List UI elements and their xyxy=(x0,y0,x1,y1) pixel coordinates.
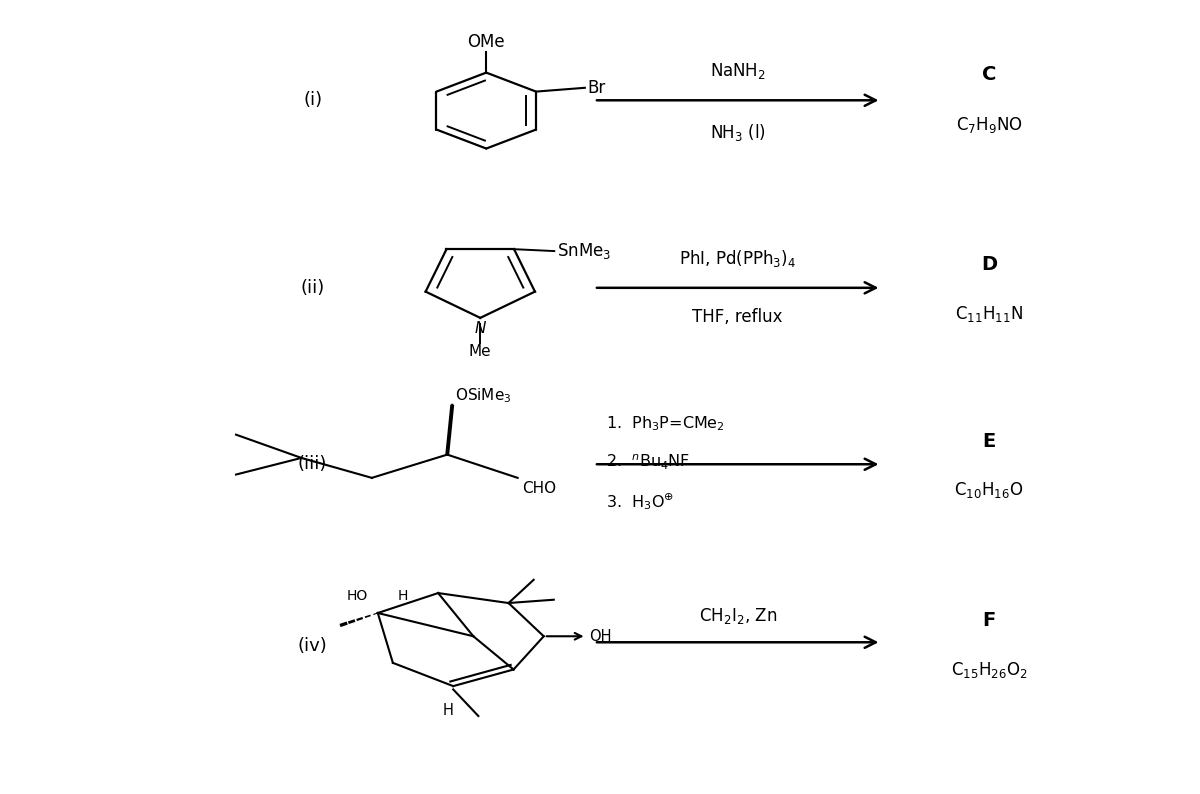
Text: 1.  Ph$_3$P=CMe$_2$: 1. Ph$_3$P=CMe$_2$ xyxy=(606,414,725,433)
Text: E: E xyxy=(983,432,996,451)
Text: H: H xyxy=(398,589,408,603)
Text: Me: Me xyxy=(469,344,492,359)
Text: C$_{15}$H$_{26}$O$_2$: C$_{15}$H$_{26}$O$_2$ xyxy=(950,660,1027,680)
Text: 3.  H$_3$O$^{\oplus}$: 3. H$_3$O$^{\oplus}$ xyxy=(606,491,674,512)
Text: D: D xyxy=(982,256,997,275)
Text: 2.  $^n$Bu$_4$NF: 2. $^n$Bu$_4$NF xyxy=(606,453,690,472)
Text: (iii): (iii) xyxy=(298,455,328,473)
Text: C: C xyxy=(982,65,996,84)
Text: CHO: CHO xyxy=(522,481,556,496)
Text: H: H xyxy=(443,703,454,718)
Text: SnMe$_3$: SnMe$_3$ xyxy=(557,241,612,261)
Text: THF, reflux: THF, reflux xyxy=(692,307,782,326)
Text: N: N xyxy=(474,321,486,336)
Text: OMe: OMe xyxy=(468,33,505,51)
Text: Br: Br xyxy=(588,79,606,97)
Text: OH: OH xyxy=(589,629,612,644)
Text: (i): (i) xyxy=(304,91,323,110)
Text: (ii): (ii) xyxy=(300,279,325,297)
Text: HO: HO xyxy=(347,589,367,603)
Text: C$_{11}$H$_{11}$N: C$_{11}$H$_{11}$N xyxy=(955,304,1024,325)
Text: F: F xyxy=(983,611,996,630)
Text: CH$_2$I$_2$, Zn: CH$_2$I$_2$, Zn xyxy=(698,607,776,626)
Text: NH$_3$ (l): NH$_3$ (l) xyxy=(709,121,766,143)
Text: OSiMe$_3$: OSiMe$_3$ xyxy=(455,386,511,405)
Text: (iv): (iv) xyxy=(298,638,328,655)
Text: NaNH$_2$: NaNH$_2$ xyxy=(710,60,766,80)
Text: C$_{10}$H$_{16}$O: C$_{10}$H$_{16}$O xyxy=(954,480,1024,500)
Text: C$_7$H$_9$NO: C$_7$H$_9$NO xyxy=(955,115,1022,135)
Text: PhI, Pd(PPh$_3$)$_4$: PhI, Pd(PPh$_3$)$_4$ xyxy=(679,248,797,269)
